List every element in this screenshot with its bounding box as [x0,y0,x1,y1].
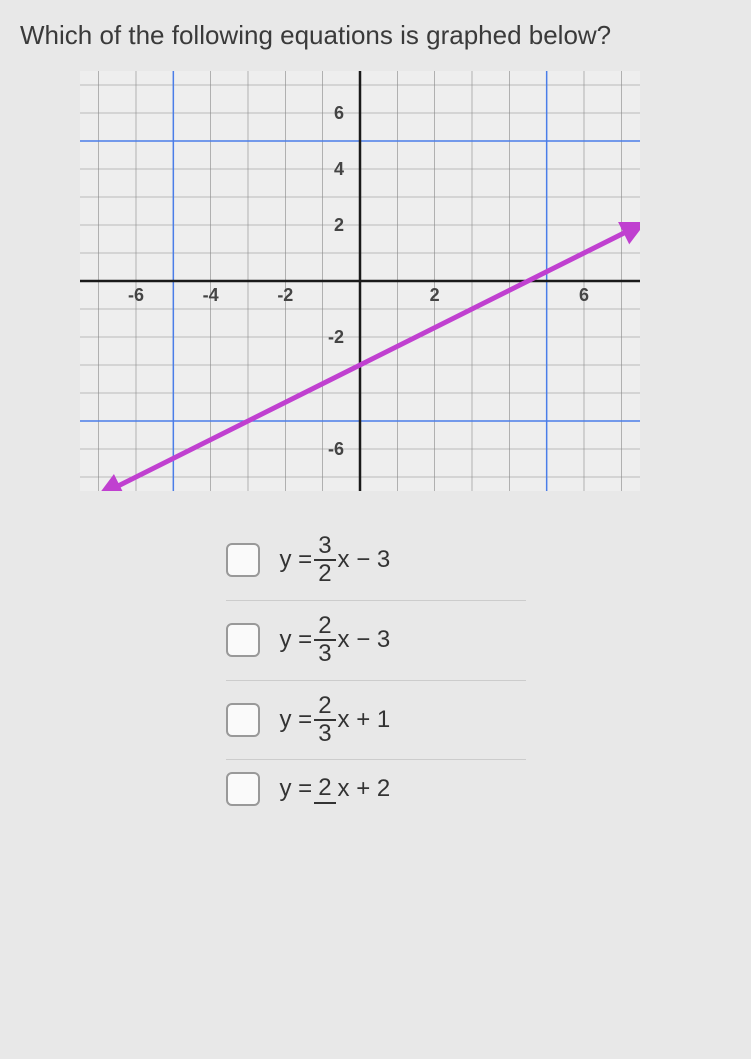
equation-text: y = 23 x + 1 [280,693,391,748]
option-row[interactable]: y = 2 x + 2 [226,760,526,818]
svg-text:6: 6 [334,103,344,123]
svg-text:6: 6 [579,285,589,305]
question-text: Which of the following equations is grap… [20,20,731,51]
option-row[interactable]: y = 23 x + 1 [226,681,526,761]
svg-text:-6: -6 [128,285,144,305]
checkbox[interactable] [226,623,260,657]
svg-text:2: 2 [334,215,344,235]
checkbox[interactable] [226,703,260,737]
svg-text:-2: -2 [328,327,344,347]
svg-text:4: 4 [334,159,344,179]
svg-text:-2: -2 [277,285,293,305]
option-row[interactable]: y = 23 x − 3 [226,601,526,681]
equation-text: y = 32 x − 3 [280,533,391,588]
svg-text:-6: -6 [328,439,344,459]
graph: -6 -4 -2 2 6 6 4 2 -2 -6 [80,71,640,491]
checkbox[interactable] [226,543,260,577]
svg-text:-4: -4 [203,285,219,305]
option-row[interactable]: y = 32 x − 3 [226,521,526,601]
checkbox[interactable] [226,772,260,806]
options-list: y = 32 x − 3 y = 23 x − 3 y = 23 x + 1 y… [20,521,731,818]
svg-text:2: 2 [430,285,440,305]
equation-text: y = 2 x + 2 [280,775,391,803]
equation-text: y = 23 x − 3 [280,613,391,668]
